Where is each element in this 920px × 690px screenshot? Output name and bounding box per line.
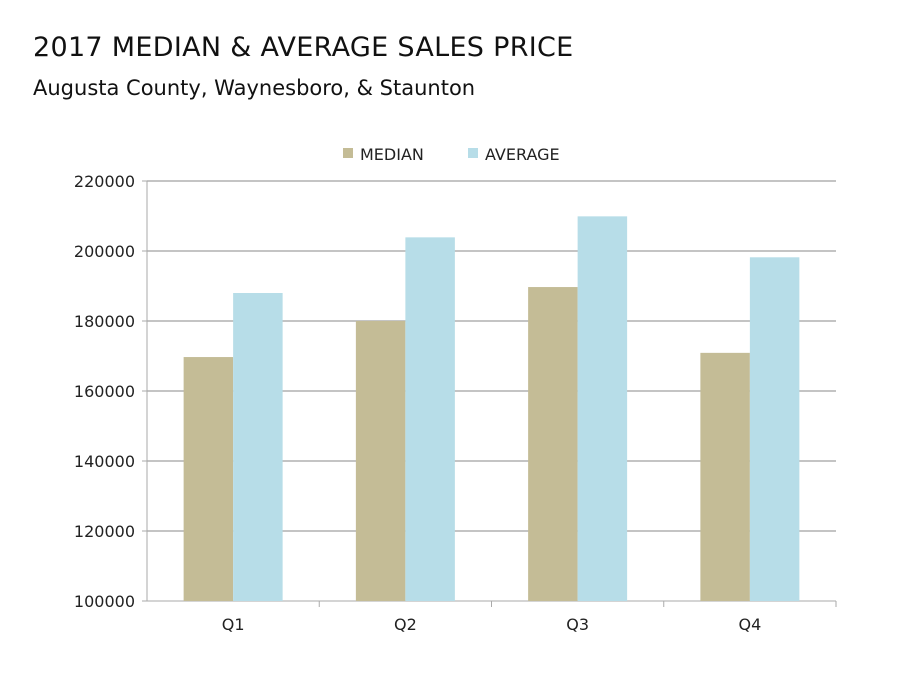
- y-tick-label: 180000: [74, 312, 135, 331]
- bar-median-q1: [183, 357, 234, 601]
- y-tick-label: 140000: [74, 452, 135, 471]
- x-tick-label: Q3: [566, 615, 589, 634]
- legend-label-median: MEDIAN: [360, 145, 424, 164]
- y-tick-label: 220000: [74, 172, 135, 191]
- x-tick-label: Q1: [222, 615, 245, 634]
- legend-label-average: AVERAGE: [485, 145, 560, 164]
- bar-average-q1: [233, 293, 283, 601]
- bar-average-q2: [405, 237, 455, 601]
- y-tick-label: 200000: [74, 242, 135, 261]
- bar-average-q4: [749, 257, 800, 601]
- chart-subtitle: Augusta County, Waynesboro, & Staunton: [33, 76, 476, 100]
- x-tick-label: Q2: [394, 615, 417, 634]
- bar-median-q4: [700, 352, 750, 601]
- bar-median-q3: [528, 287, 578, 601]
- chart-title: 2017 MEDIAN & AVERAGE SALES PRICE: [33, 32, 574, 63]
- legend-swatch-median: [343, 148, 353, 158]
- bar-median-q2: [355, 321, 406, 601]
- bar-average-q3: [577, 216, 628, 601]
- x-tick-label: Q4: [738, 615, 761, 634]
- y-tick-label: 160000: [74, 382, 135, 401]
- y-tick-label: 100000: [74, 592, 135, 611]
- y-tick-label: 120000: [74, 522, 135, 541]
- legend-swatch-average: [468, 148, 478, 158]
